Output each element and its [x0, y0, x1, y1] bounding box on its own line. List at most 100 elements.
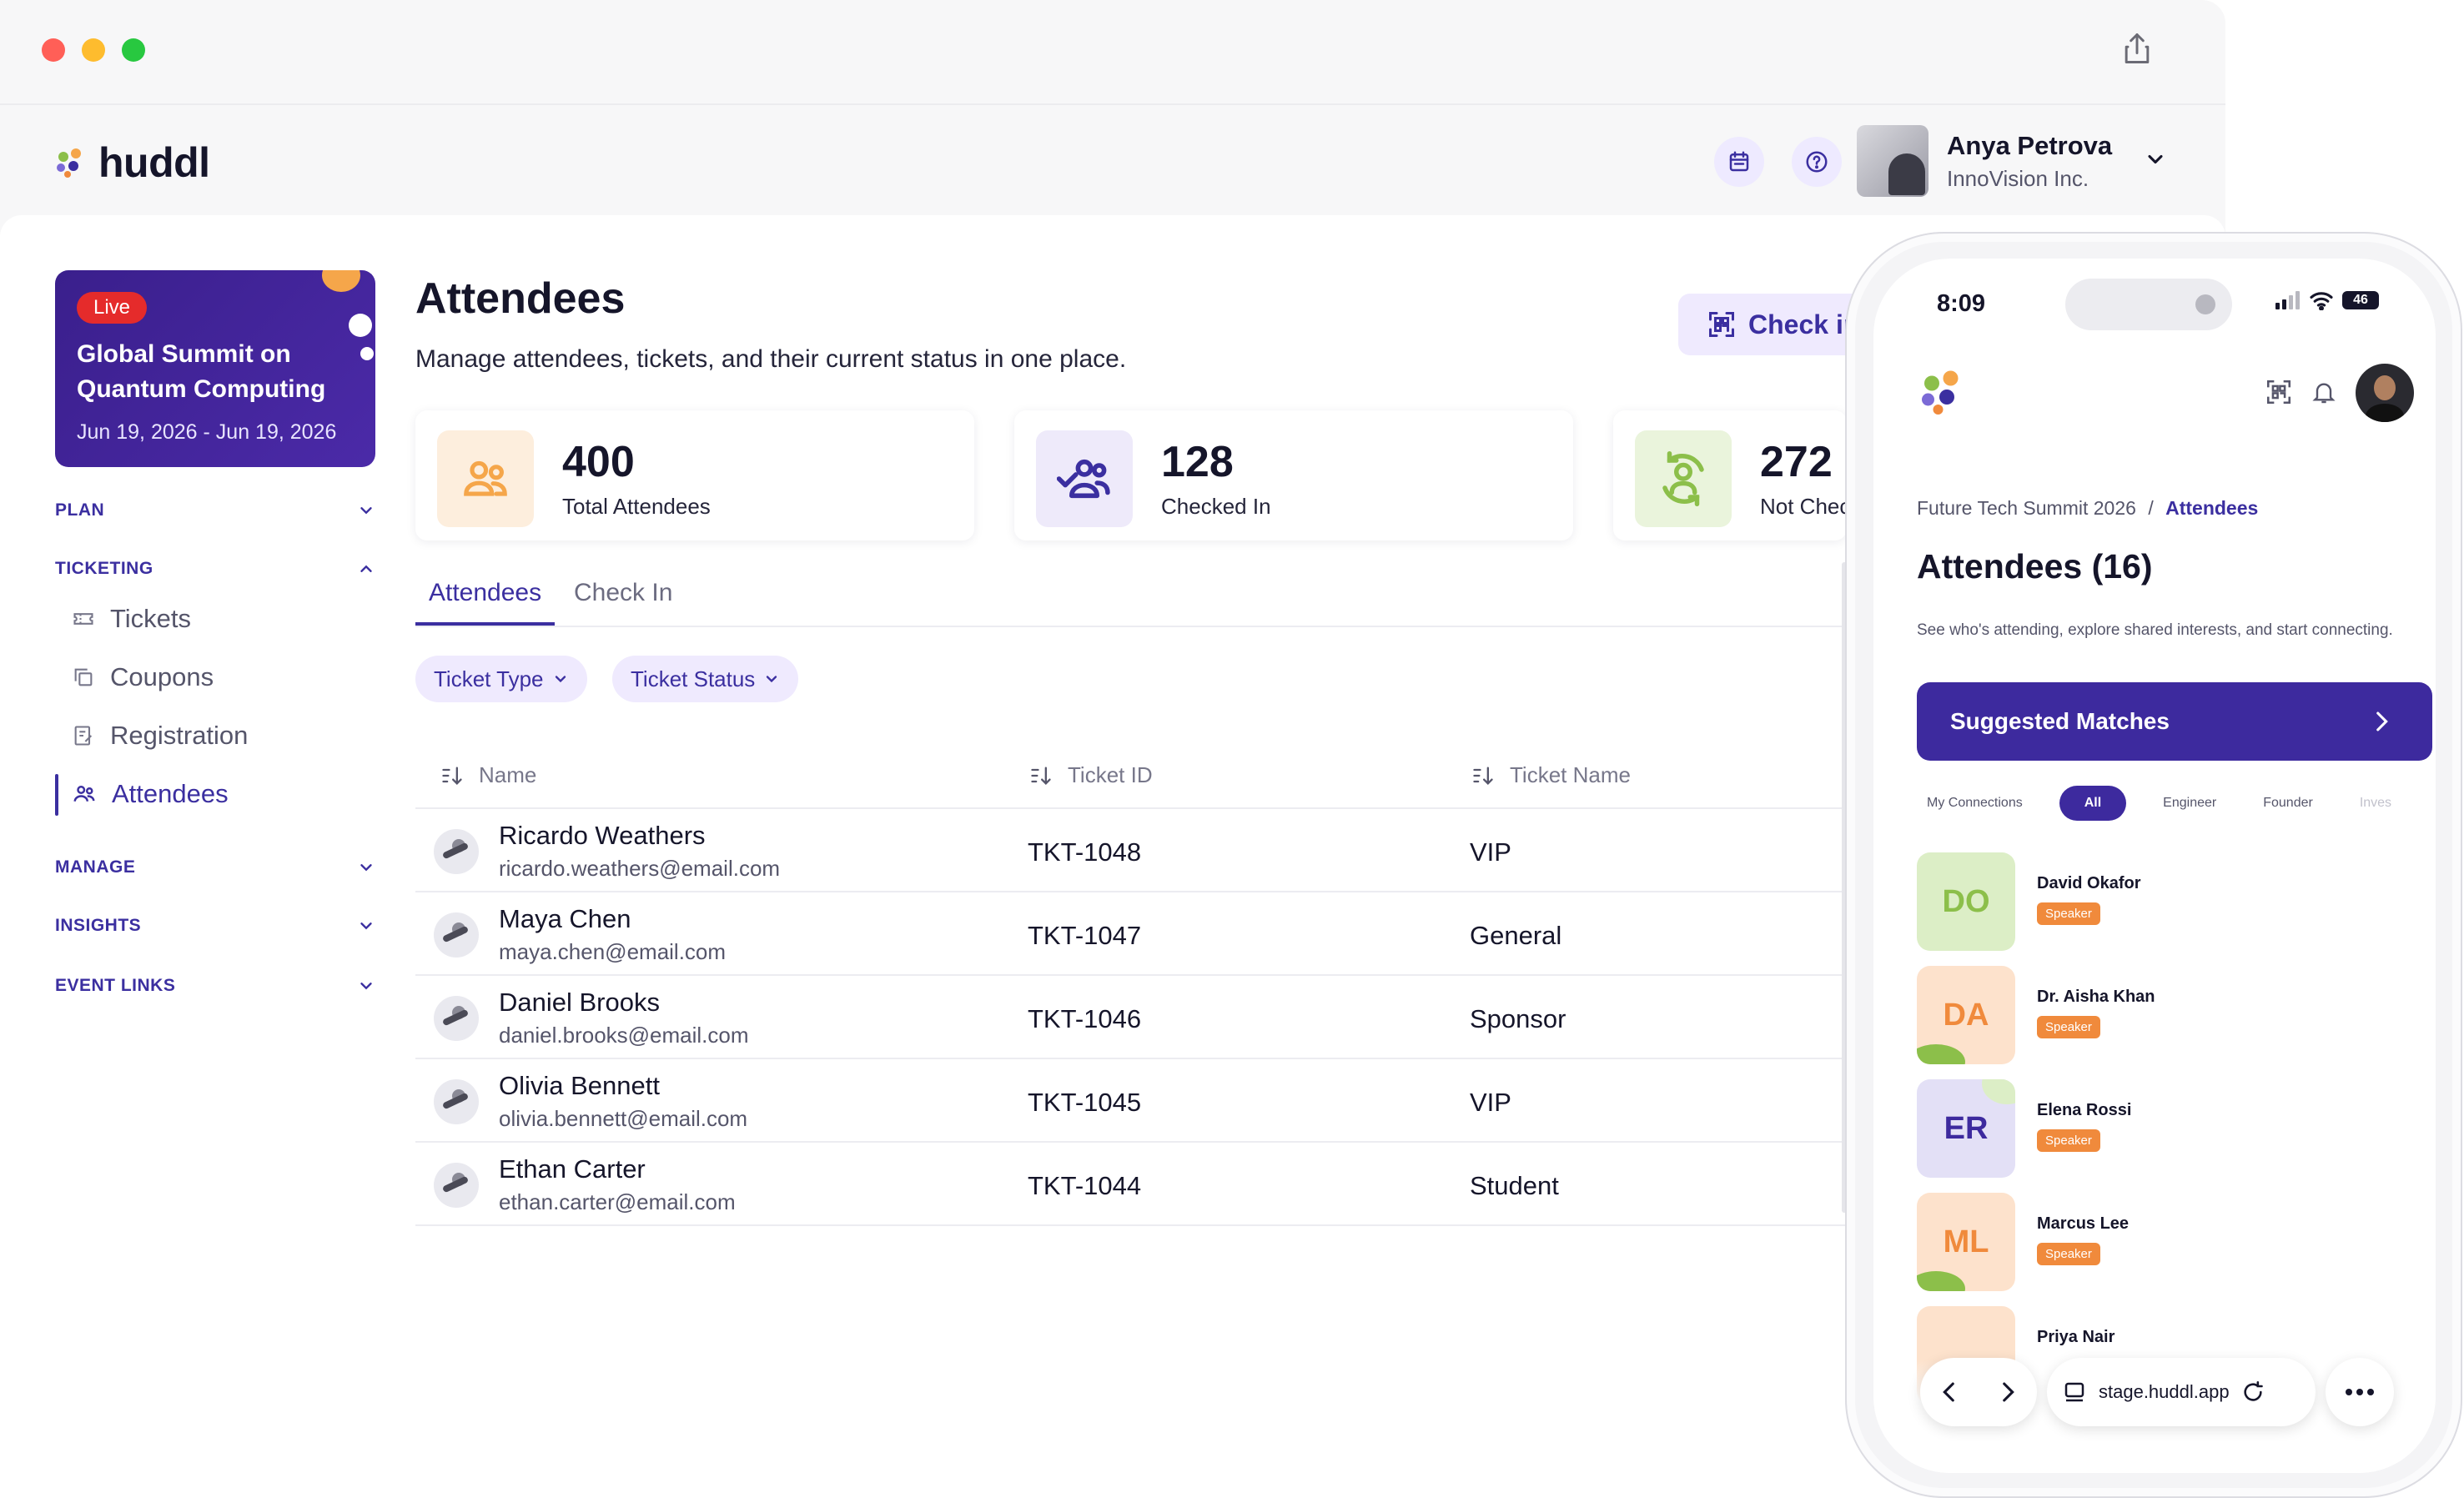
tab-check-in[interactable]: Check In: [574, 579, 673, 606]
avatar-initials: ER: [1944, 1110, 1989, 1146]
tab-bar: Attendees Check In: [415, 579, 1850, 627]
attendee-name: Ricardo Weathers: [499, 821, 706, 850]
chip-all[interactable]: All: [2059, 786, 2127, 821]
help-icon[interactable]: [1792, 137, 1842, 187]
tabs-icon[interactable]: [2062, 1380, 2087, 1405]
logo[interactable]: huddl: [53, 138, 210, 187]
table-row[interactable]: Daniel Brooks daniel.brooks@email.com TK…: [415, 976, 1850, 1059]
chip-my-connections[interactable]: My Connections: [1927, 796, 2023, 810]
ticket-status-filter[interactable]: Ticket Status: [612, 656, 799, 702]
window-titlebar: [0, 0, 2225, 105]
reload-icon[interactable]: [2241, 1380, 2265, 1404]
event-card[interactable]: Live Global Summit on Quantum Computing …: [55, 270, 375, 467]
ticket-id: TKT-1048: [1028, 837, 1142, 867]
phone-screen: 8:09 46 Future Tech Summit 2026 / Attend…: [1873, 259, 2436, 1473]
list-item[interactable]: ER Elena Rossi Speaker: [1917, 1079, 2417, 1178]
sidebar-item-label: Attendees: [112, 779, 229, 808]
huddl-logo-icon[interactable]: [1917, 367, 1967, 417]
list-item[interactable]: DO David Okafor Speaker: [1917, 852, 2417, 951]
page-subtitle: Manage attendees, tickets, and their cur…: [415, 345, 1127, 373]
filter-label: Ticket Type: [434, 666, 544, 691]
ticket-icon: [73, 613, 93, 625]
sort-icon: [1473, 767, 1493, 785]
chip-investor[interactable]: Inves: [2359, 796, 2392, 810]
table-row[interactable]: Olivia Bennett olivia.bennett@email.com …: [415, 1059, 1850, 1143]
chevron-down-icon: [360, 507, 372, 515]
attendee-email: maya.chen@email.com: [499, 939, 727, 964]
ticket-name: General: [1470, 921, 1562, 950]
ticket-name: Student: [1470, 1171, 1559, 1200]
sidebar-item-coupons[interactable]: Coupons: [72, 662, 214, 692]
user-profile-menu[interactable]: Anya Petrova InnoVision Inc.: [1857, 125, 2167, 197]
minimize-window-button[interactable]: [82, 38, 105, 62]
table-row[interactable]: Ricardo Weathers ricardo.weathers@email.…: [415, 809, 1850, 892]
app-header: huddl Anya Petrova InnoVision Inc.: [0, 107, 2225, 215]
role-badge: Speaker: [2037, 902, 2100, 925]
back-icon[interactable]: [1935, 1378, 1964, 1406]
column-header-name[interactable]: Name: [440, 762, 536, 788]
user-name: Anya Petrova: [1947, 130, 2113, 160]
sort-icon: [1031, 767, 1051, 785]
attendee-name: Maya Chen: [499, 904, 631, 933]
scrollbar[interactable]: [1842, 562, 1847, 1213]
signal-icon: [2275, 291, 2300, 309]
chevron-down-icon: [360, 864, 372, 872]
column-header-ticket-name[interactable]: Ticket Name: [1471, 762, 1631, 788]
chip-engineer[interactable]: Engineer: [2163, 796, 2217, 810]
sidebar-item-attendees[interactable]: Attendees: [72, 779, 229, 809]
close-window-button[interactable]: [42, 38, 65, 62]
maximize-window-button[interactable]: [122, 38, 145, 62]
nav-section-manage[interactable]: MANAGE: [55, 857, 375, 877]
breadcrumb-parent[interactable]: Future Tech Summit 2026: [1917, 497, 2136, 519]
qr-scan-icon: [1709, 312, 1734, 337]
nav-section-event-links[interactable]: EVENT LINKS: [55, 976, 375, 996]
sidebar-item-registration[interactable]: Registration: [72, 721, 248, 751]
attendee-name: Ethan Carter: [499, 1154, 646, 1184]
person-name: David Okafor: [2037, 874, 2141, 892]
chevron-down-icon[interactable]: [2144, 148, 2167, 175]
stat-value: 272: [1760, 438, 1833, 486]
breadcrumb: Future Tech Summit 2026 / Attendees: [1917, 497, 2258, 520]
qr-scan-icon[interactable]: [2262, 375, 2296, 409]
table-row[interactable]: Maya Chen maya.chen@email.com TKT-1047 G…: [415, 892, 1850, 976]
tab-attendees[interactable]: Attendees: [415, 579, 556, 626]
sidebar-item-tickets[interactable]: Tickets: [72, 604, 191, 634]
stat-card-not-checked-in: 272 Not Checked In: [1613, 410, 1847, 540]
form-icon: [74, 726, 93, 746]
sort-icon: [442, 767, 462, 785]
attendee-name: Olivia Bennett: [499, 1071, 660, 1100]
column-label: Ticket ID: [1068, 762, 1153, 787]
avatar: ER: [1917, 1079, 2015, 1178]
ticket-type-filter[interactable]: Ticket Type: [415, 656, 587, 702]
list-item[interactable]: ML Marcus Lee Speaker: [1917, 1193, 2417, 1291]
more-button[interactable]: [2326, 1358, 2394, 1426]
avatar[interactable]: [2356, 364, 2414, 422]
forward-icon[interactable]: [1994, 1378, 2022, 1406]
nav-section-ticketing[interactable]: TICKETING: [55, 559, 375, 579]
share-icon[interactable]: [2119, 30, 2155, 67]
list-item[interactable]: DA Dr. Aisha Khan Speaker: [1917, 966, 2417, 1064]
avatar: [434, 1079, 479, 1124]
url-text: stage.huddl.app: [2099, 1381, 2230, 1402]
stat-card-total: 400 Total Attendees: [415, 410, 974, 540]
battery-indicator: 46: [2342, 291, 2379, 309]
bell-icon[interactable]: [2307, 375, 2341, 409]
ticket-id: TKT-1046: [1028, 1004, 1142, 1033]
calendar-icon[interactable]: [1714, 137, 1764, 187]
phone-mockup: 8:09 46 Future Tech Summit 2026 / Attend…: [1845, 232, 2462, 1498]
suggested-matches-button[interactable]: Suggested Matches: [1917, 682, 2432, 761]
avatar: [1857, 125, 1928, 197]
attendee-email: daniel.brooks@email.com: [499, 1023, 749, 1048]
nav-section-plan[interactable]: PLAN: [55, 500, 375, 520]
column-header-ticket-id[interactable]: Ticket ID: [1029, 762, 1153, 788]
person-name: Priya Nair: [2037, 1328, 2115, 1346]
stat-value: 400: [562, 438, 635, 486]
chip-founder[interactable]: Founder: [2263, 796, 2313, 810]
table-row[interactable]: Ethan Carter ethan.carter@email.com TKT-…: [415, 1143, 1850, 1226]
ticket-name: VIP: [1470, 837, 1511, 867]
nav-section-insights[interactable]: INSIGHTS: [55, 916, 375, 936]
filter-label: Ticket Status: [631, 666, 756, 691]
address-bar[interactable]: stage.huddl.app: [2047, 1358, 2316, 1426]
role-badge: Speaker: [2037, 1016, 2100, 1038]
page-title: Attendees (16): [1917, 547, 2153, 586]
